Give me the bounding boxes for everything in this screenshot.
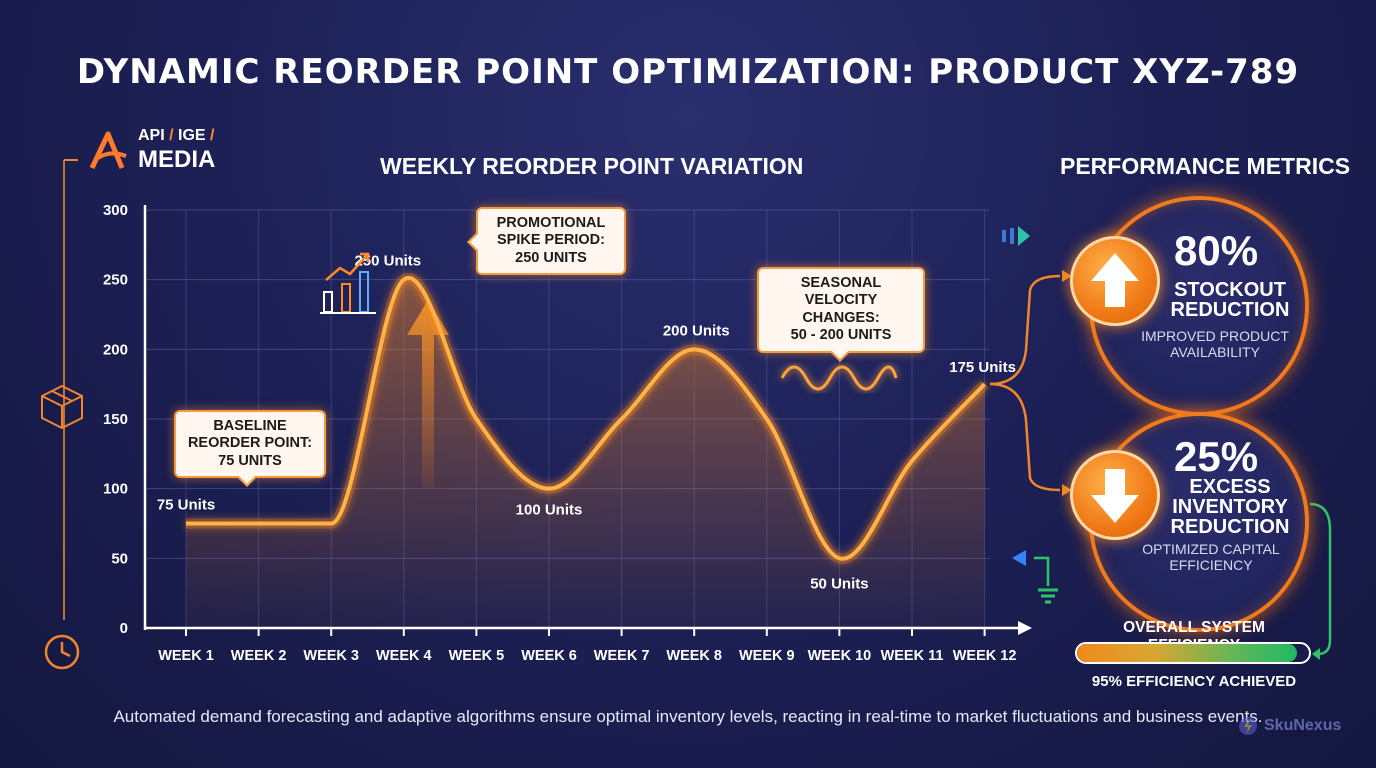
x-tick-label: WEEK 9 [739,648,795,664]
page-title: DYNAMIC REORDER POINT OPTIMIZATION: PROD… [76,52,1300,92]
baseline-callout: BASELINE REORDER POINT: 75 UNITS [174,410,326,479]
logo-line1a: API [138,127,165,144]
efficiency-bar [1075,642,1311,664]
logo-mark-icon [89,131,127,170]
metric-excess-value: 25% [1174,433,1259,480]
clock-icon [44,634,80,670]
metric-down-badge [1070,450,1160,540]
spike-arrow-icon [407,300,449,488]
metric-up-badge [1070,236,1160,326]
y-tick-label: 250 [103,272,128,289]
arrow-up-icon [1091,253,1139,307]
logo-line2: MEDIA [138,146,216,173]
x-tick-label: WEEK 3 [303,648,359,664]
metric-stockout-label: STOCKOUT REDUCTION [1170,279,1290,321]
data-label: 175 Units [949,359,1016,376]
seasonal-callout: SEASONAL VELOCITY CHANGES: 50 - 200 UNIT… [757,267,925,353]
connector-green [1309,502,1332,656]
brand-name: SkuNexus [1264,717,1342,734]
logo-line1b: IGE [178,127,206,144]
x-tick-label: WEEK 12 [953,648,1017,664]
brand-logo-icon [1239,717,1257,735]
metric-excess-label: EXCESS INVENTORY REDUCTION [1170,476,1290,538]
x-tick-label: WEEK 11 [881,648,944,664]
y-tick-label: 50 [111,550,128,567]
arrow-down-icon [1091,469,1139,523]
x-tick-label: WEEK 2 [231,648,287,664]
signal-icon [1002,226,1030,246]
bar-growth-icon [320,252,376,314]
wave-icon [780,365,898,391]
x-tick-label: WEEK 6 [521,648,577,664]
metric-stockout-value: 80% [1174,227,1259,274]
connector-down [989,382,1061,492]
box-icon [41,384,83,430]
data-label: 100 Units [516,502,583,519]
y-tick-label: 200 [103,341,128,358]
connector-up [989,274,1061,386]
brand: SkuNexus [1238,716,1341,736]
data-label: 50 Units [810,575,868,592]
x-tick-label: WEEK 7 [594,648,650,664]
x-axis-arrow [1018,621,1032,635]
metric-stockout-desc: IMPROVED PRODUCT AVAILABILITY [1141,328,1289,361]
y-tick-label: 100 [103,481,128,498]
chart-title: WEEKLY REORDER POINT VARIATION [380,153,804,179]
ground-icon [1012,550,1058,604]
series-area [186,277,985,628]
metric-excess-desc: OPTIMIZED CAPITAL EFFICIENCY [1142,541,1280,574]
series-line [186,275,987,561]
promo-callout: PROMOTIONAL SPIKE PERIOD: 250 UNITS [476,207,626,276]
performance-title: PERFORMANCE METRICS [1060,153,1351,179]
y-tick-label: 150 [103,411,128,428]
data-label: 200 Units [663,322,730,339]
data-label: 75 Units [157,497,215,514]
logo: API / IGE / MEDIA [86,128,215,176]
efficiency-bar-fill [1077,644,1298,662]
x-tick-label: WEEK 8 [666,648,722,664]
x-tick-label: WEEK 10 [808,648,872,664]
y-tick-label: 0 [120,620,128,637]
y-tick-label: 300 [103,202,128,219]
x-tick-label: WEEK 4 [376,648,432,664]
footer-text: Automated demand forecasting and adaptiv… [113,707,1263,726]
x-tick-label: WEEK 1 [158,648,214,664]
chart-axes [143,205,1032,635]
x-tick-label: WEEK 5 [449,648,505,664]
data-label: 250 Units [354,253,421,270]
efficiency-note: 95% EFFICIENCY ACHIEVED [1091,673,1297,690]
